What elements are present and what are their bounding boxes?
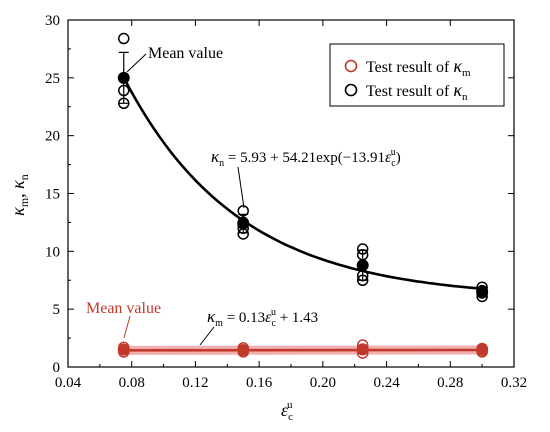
data-points (117, 32, 489, 359)
fit-equation-kn: κn = 5.93 + 54.21exp(−13.91εcu) (211, 147, 401, 169)
x-tick-label: 0.16 (246, 375, 273, 391)
data-point-kn (118, 32, 130, 45)
legend-entry-km: Test result of κm (366, 56, 471, 79)
y-axis-label: κm, κn (8, 174, 31, 216)
mean-point-km (356, 343, 369, 356)
mean-point-kn (476, 285, 489, 298)
fit-curve-kn (122, 76, 483, 290)
x-tick-label: 0.24 (373, 375, 400, 391)
eq-pointer-km (199, 326, 215, 346)
legend: Test result of κm Test result of κn (329, 43, 505, 107)
x-tick-label: 0.20 (310, 375, 336, 391)
x-axis-label: εcu (281, 399, 293, 423)
legend-marker-kn (344, 83, 358, 97)
y-tick-label: 10 (45, 244, 60, 260)
fit-equation-km: κm = 0.13εcu + 1.43 (207, 307, 318, 329)
x-tick-label: 0.04 (55, 375, 82, 391)
mean-value-label-km: Mean value (86, 300, 161, 317)
y-tick-label: 25 (45, 71, 60, 87)
mean-value-label-kn: Mean value (148, 45, 223, 62)
x-tick-label: 0.12 (182, 375, 208, 391)
mean-point-kn (237, 217, 250, 230)
axis-ticks: 0.04 0.08 0.12 0.16 0.20 0.24 0.28 0.32 0 5 10 15 20… (45, 13, 527, 391)
y-tick-label: 20 (45, 129, 60, 145)
y-tick-label: 0 (53, 360, 61, 376)
legend-box (329, 43, 505, 107)
mean-value-arrow-kn (126, 53, 147, 73)
mean-point-kn (356, 259, 369, 272)
fit-curves (119, 76, 487, 355)
x-tick-label: 0.28 (437, 375, 463, 391)
legend-marker-km (344, 59, 358, 73)
y-tick-label: 30 (45, 13, 60, 29)
mean-point-km (237, 343, 250, 356)
mean-point-kn (117, 71, 130, 84)
x-tick-label: 0.32 (501, 375, 527, 391)
mean-value-arrow-km (123, 315, 131, 339)
eq-pointer-kn (237, 166, 245, 209)
y-tick-label: 5 (53, 302, 61, 318)
mean-point-km (476, 343, 489, 356)
y-tick-label: 15 (45, 187, 60, 203)
x-tick-label: 0.08 (119, 375, 145, 391)
mean-point-km (117, 343, 130, 356)
legend-entry-kn: Test result of κn (366, 80, 468, 103)
